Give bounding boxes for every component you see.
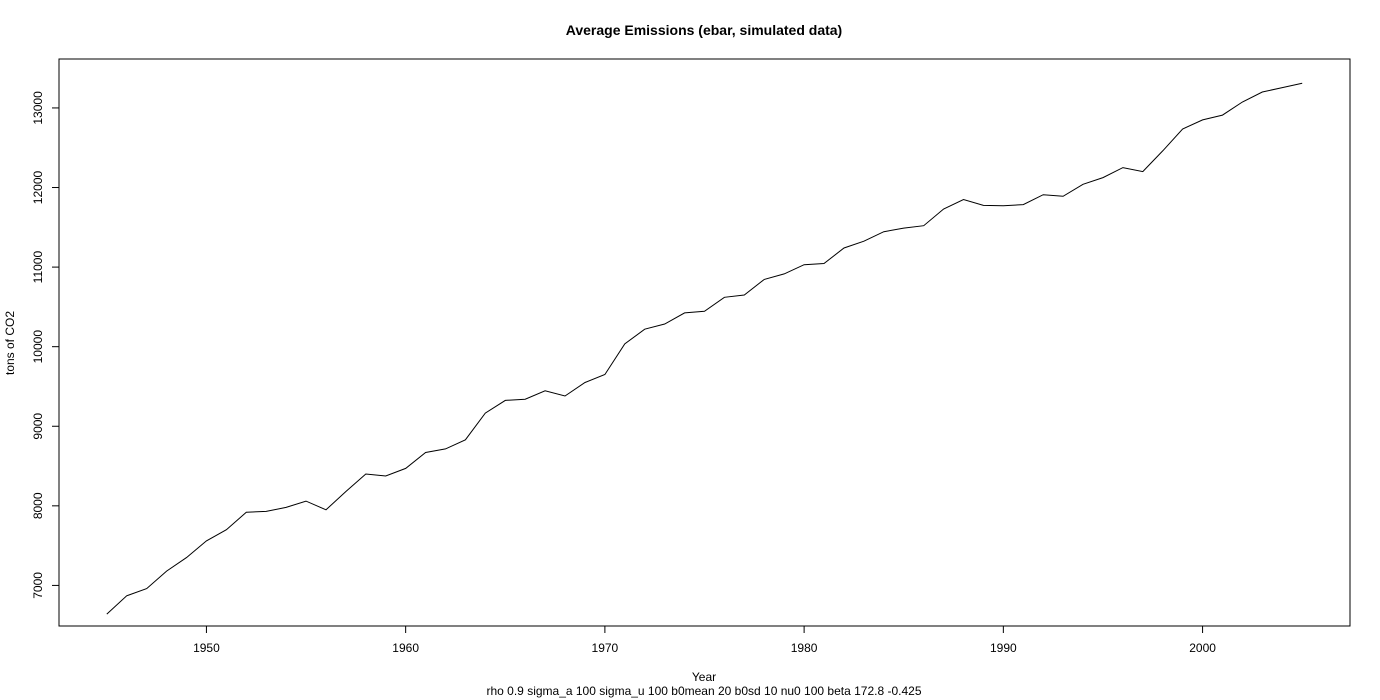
x-axis-title: Year — [692, 670, 716, 684]
plot-frame — [58, 58, 1351, 627]
x-axis: 1950 1960 1970 1980 1990 2000 — [193, 625, 1216, 655]
y-tick-label: 7000 — [31, 572, 45, 599]
parameter-subtitle: rho 0.9 sigma_a 100 sigma_u 100 b0mean 2… — [487, 684, 922, 698]
y-tick-label: 12000 — [31, 171, 45, 205]
y-tick-label: 9000 — [31, 413, 45, 440]
x-tick-label: 1980 — [791, 641, 818, 655]
x-tick-label: 2000 — [1189, 641, 1216, 655]
series-line — [106, 82, 1303, 615]
x-tick-label: 1990 — [990, 641, 1017, 655]
series-layer — [106, 82, 1303, 615]
x-tick-label: 1960 — [392, 641, 419, 655]
x-tick-label: 1950 — [193, 641, 220, 655]
y-tick-label: 8000 — [31, 492, 45, 519]
y-axis-title: tons of CO2 — [3, 311, 17, 375]
y-tick-label: 11000 — [31, 251, 45, 284]
chart-title: Average Emissions (ebar, simulated data) — [566, 22, 842, 38]
y-tick-label: 13000 — [31, 91, 45, 125]
y-axis: 7000 8000 9000 10000 11000 12000 13000 — [31, 91, 60, 599]
y-tick-label: 10000 — [31, 330, 45, 364]
x-tick-label: 1970 — [592, 641, 619, 655]
